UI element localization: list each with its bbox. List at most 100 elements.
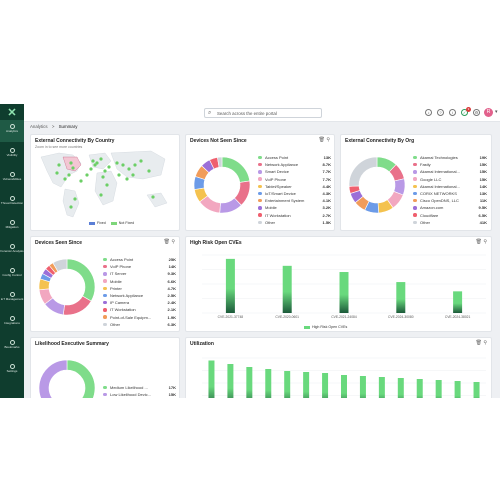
chart-bar[interactable] (322, 373, 329, 398)
sidebar-item-analytics[interactable]: Analytics (0, 120, 24, 142)
map-point[interactable] (93, 163, 97, 167)
legend-item[interactable]: Tablet/Speaker 4.4K (258, 184, 331, 190)
donut-slice[interactable] (221, 156, 251, 183)
legend-item[interactable]: IoT/Smart Device 4.3K (258, 191, 331, 197)
donut-chart[interactable] (347, 155, 407, 215)
map-point[interactable] (55, 171, 59, 175)
chevron-down-icon[interactable]: ▾ (495, 109, 498, 115)
card-tools[interactable]: 🗑 ⚲ (318, 137, 330, 143)
status-icon[interactable]: ✓ (461, 109, 468, 116)
card-tools[interactable]: 🗑 ⚲ (475, 239, 487, 245)
donut-slice[interactable] (52, 258, 68, 272)
legend-item[interactable]: Smart Device 7.7K (258, 169, 331, 175)
map-point[interactable] (125, 177, 129, 181)
legend-item[interactable]: Printer 4.7K (103, 286, 176, 292)
legend-item[interactable]: Point-of-Sale Equipm... 1.9K (103, 315, 176, 321)
sidebar-item-bookmarks[interactable]: Bookmarks (0, 336, 24, 358)
chart-bar[interactable] (339, 272, 349, 313)
legend-item[interactable]: Low Likelihood Devic... 15K (103, 392, 176, 398)
card-tools[interactable]: 🗑 ⚲ (163, 239, 175, 245)
map-point[interactable] (79, 179, 83, 183)
map-point[interactable] (139, 159, 143, 163)
legend-item[interactable]: Other 1.5K (258, 220, 331, 226)
sidebar-item-vulnerabilities[interactable]: Vulnerabilities (0, 168, 24, 190)
sidebar-item-visibility[interactable]: Visibility (0, 144, 24, 166)
sidebar-item-config-control[interactable]: Config Control (0, 264, 24, 286)
map-point[interactable] (147, 169, 151, 173)
chart-bar[interactable] (208, 360, 215, 399)
sidebar-item-forensic-analysis[interactable]: Forensic Analysis (0, 240, 24, 262)
search-input[interactable]: ⌕ Search across the entire portal (204, 108, 322, 118)
chart-bar[interactable] (416, 379, 423, 398)
map-point[interactable] (105, 183, 109, 187)
legend-item[interactable]: Cloudflare 6.5K (413, 213, 487, 219)
legend-item[interactable]: Akamai International... 14K (413, 184, 487, 190)
world-map[interactable] (31, 135, 180, 231)
avatar[interactable]: R (484, 108, 493, 117)
map-point[interactable] (71, 166, 75, 170)
chart-bar[interactable] (473, 382, 480, 398)
legend-item[interactable]: IT Workstation 2.1K (103, 307, 176, 313)
legend-item[interactable]: Amazon.com 9.5K (413, 205, 487, 211)
chart-bar[interactable] (359, 376, 366, 398)
map-point[interactable] (99, 157, 103, 161)
map-point[interactable] (133, 163, 137, 167)
sidebar-item-settings[interactable]: Settings (0, 360, 24, 382)
map-point[interactable] (127, 167, 131, 171)
donut-slice[interactable] (217, 156, 223, 168)
donut-slice[interactable] (62, 359, 96, 398)
legend-item[interactable]: VoIP Phone 7.7K (258, 177, 331, 183)
donut-slice[interactable] (38, 359, 68, 398)
map-point[interactable] (103, 169, 107, 173)
help-icon[interactable]: ? (437, 109, 444, 116)
chart-bar[interactable] (265, 369, 272, 398)
legend-item[interactable]: Network Appliance 2.5K (103, 293, 176, 299)
map-point[interactable] (95, 161, 99, 165)
legend-item[interactable]: CORIX NETWORKS 13K (413, 191, 487, 197)
map-point[interactable] (63, 177, 67, 181)
map-point[interactable] (69, 161, 73, 165)
sidebar-item-iot-management[interactable]: IoT Management (0, 288, 24, 310)
sidebar-item-integrations[interactable]: Integrations (0, 312, 24, 334)
legend-item[interactable]: Access Point 13K (258, 155, 331, 161)
info-icon[interactable]: i (449, 109, 456, 116)
legend-item[interactable]: Fastly 15K (413, 162, 487, 168)
map-point[interactable] (85, 173, 89, 177)
legend-item[interactable]: IP Camera 2.4K (103, 300, 176, 306)
chart-bar[interactable] (282, 265, 292, 313)
bar-chart[interactable] (186, 338, 492, 398)
legend-item[interactable]: Medium Likelihood ... 17K (103, 385, 176, 391)
donut-slice[interactable] (66, 258, 96, 302)
map-point[interactable] (89, 167, 93, 171)
breadcrumb-analytics[interactable]: Analytics (30, 124, 48, 129)
donut-slice[interactable] (62, 295, 92, 316)
chart-bar[interactable] (227, 364, 234, 398)
map-point[interactable] (101, 175, 105, 179)
legend-item[interactable]: Cisco OpenDNS, LLC 11K (413, 198, 487, 204)
map-point[interactable] (131, 173, 135, 177)
legend-item[interactable]: Akamai Technologies 19K (413, 155, 487, 161)
legend-item[interactable]: Network Appliance 8.7K (258, 162, 331, 168)
legend-item[interactable]: VoIP Phone 14K (103, 264, 176, 270)
chart-bar[interactable] (454, 381, 461, 398)
donut-chart[interactable] (37, 358, 97, 398)
sidebar-item-mitigation[interactable]: Mitigation (0, 216, 24, 238)
chart-bar[interactable] (397, 378, 404, 398)
chart-bar[interactable] (246, 367, 253, 398)
chart-bar[interactable] (378, 377, 385, 398)
chart-bar[interactable] (303, 372, 310, 398)
legend-item[interactable]: Entertainment System 4.1K (258, 198, 331, 204)
map-point[interactable] (117, 173, 121, 177)
map-point[interactable] (121, 163, 125, 167)
legend-item[interactable]: IT Workstation 2.7K (258, 213, 331, 219)
logo-icon[interactable]: ✕ (7, 107, 17, 119)
settings-icon[interactable]: ⚙ (473, 109, 480, 116)
legend-item[interactable]: Akamai International... 15K (413, 169, 487, 175)
legend-item[interactable]: Other 6.3K (103, 322, 176, 328)
legend-item[interactable]: Google LLC 15K (413, 177, 487, 183)
legend-item[interactable]: Mobile 3.2K (258, 205, 331, 211)
legend-item[interactable]: Other 41K (413, 220, 487, 226)
map-point[interactable] (69, 205, 73, 209)
map-point[interactable] (107, 165, 111, 169)
sidebar-item-threat-detection[interactable]: Threat Detection (0, 192, 24, 214)
